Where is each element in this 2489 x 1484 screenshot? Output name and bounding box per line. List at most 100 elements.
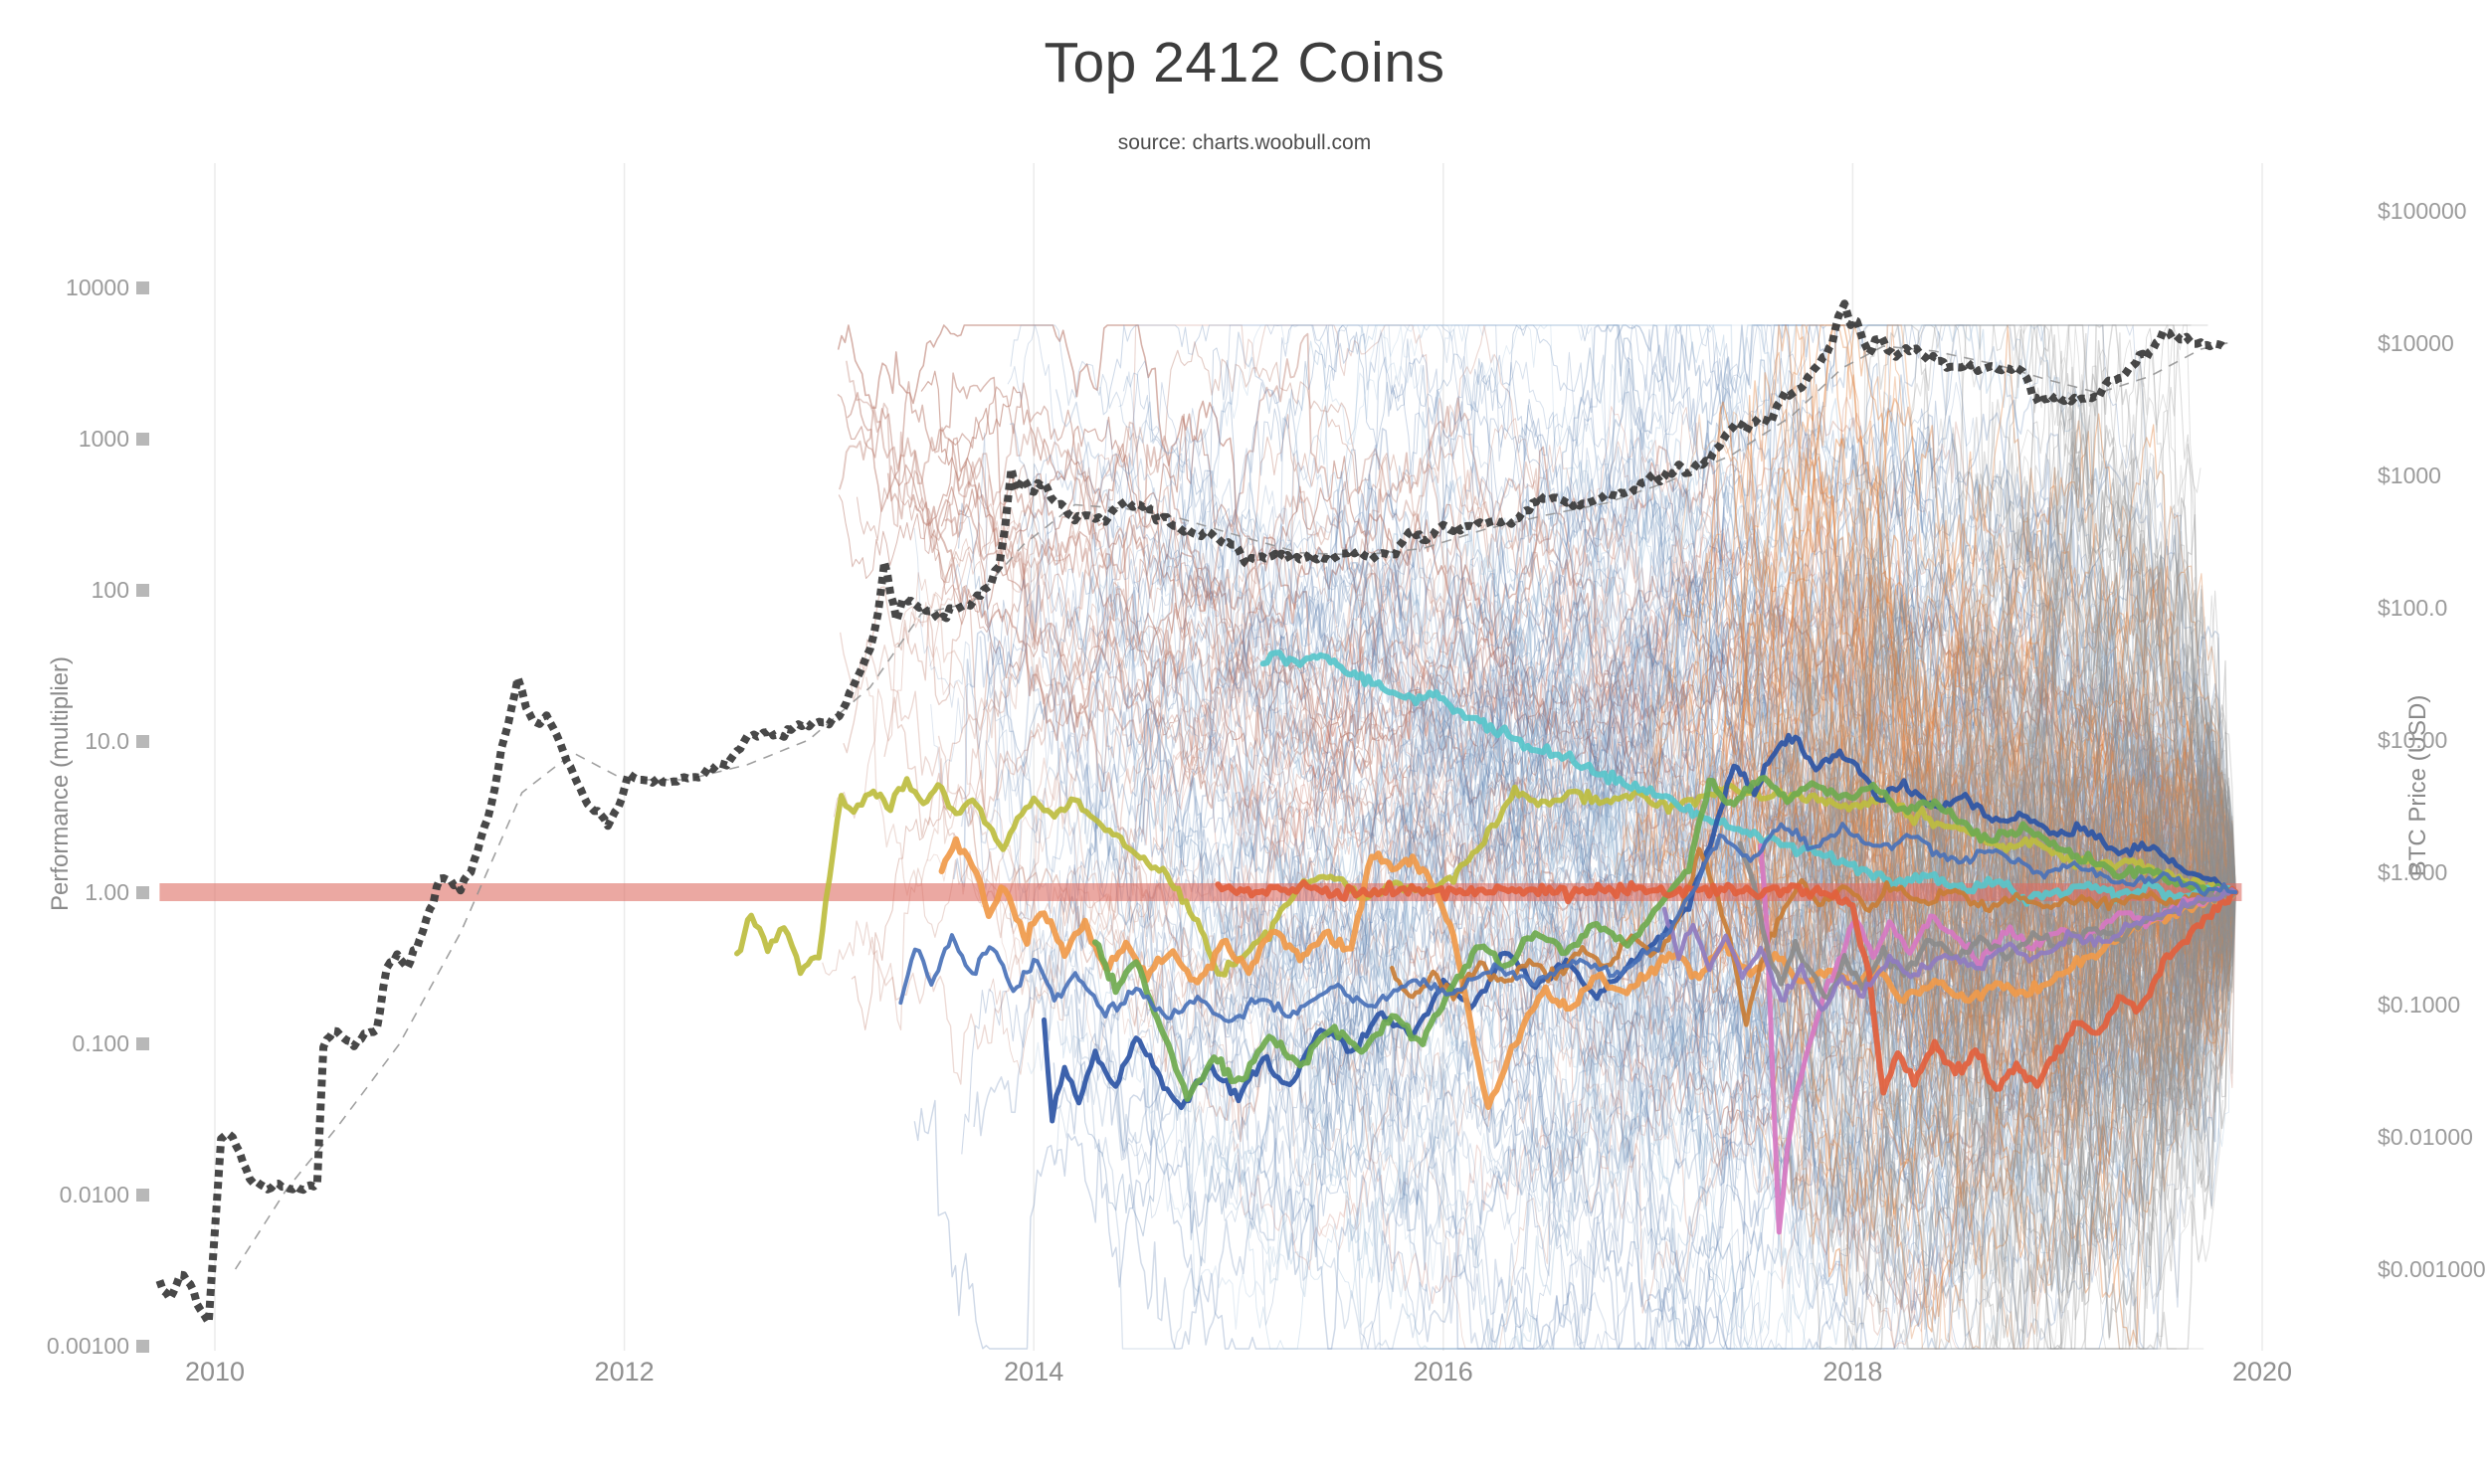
altcoin-line bbox=[1238, 462, 2236, 919]
baseline-band bbox=[159, 883, 2242, 901]
altcoin-line bbox=[1518, 664, 2236, 970]
altcoin-line bbox=[1222, 587, 2236, 1096]
left-tick-square bbox=[136, 886, 149, 899]
altcoin-line bbox=[1851, 491, 2236, 1257]
altcoin-line bbox=[2061, 630, 2236, 1065]
right-tick-label: $10.00 bbox=[2378, 727, 2447, 753]
x-tick-label: 2020 bbox=[2232, 1357, 2292, 1387]
altcoin-line bbox=[1707, 698, 2236, 1026]
altcoin-line bbox=[1522, 381, 2236, 1154]
altcoin-line bbox=[2050, 681, 2236, 1298]
altcoin-line bbox=[1815, 623, 2236, 1350]
year-gridlines bbox=[214, 163, 2263, 1351]
altcoin-line bbox=[1772, 324, 2236, 893]
altcoin-line bbox=[982, 353, 2236, 1117]
altcoin-line bbox=[865, 676, 2236, 1350]
right-tick-label: $1000 bbox=[2378, 463, 2441, 488]
x-tick-label: 2018 bbox=[1822, 1357, 1882, 1387]
right-tick-label: $0.01000 bbox=[2378, 1124, 2473, 1150]
altcoin-line bbox=[1009, 331, 2236, 1061]
altcoin-line bbox=[1103, 324, 2236, 997]
altcoin-line bbox=[1241, 546, 2236, 976]
altcoin-line bbox=[837, 324, 2236, 904]
altcoin-line bbox=[1173, 562, 2236, 1091]
altcoin-line bbox=[1540, 464, 2236, 925]
left-tick-label: 10.0 bbox=[85, 728, 129, 754]
altcoin-line bbox=[1010, 324, 2236, 893]
altcoin-line bbox=[1625, 466, 2236, 1030]
left-tick-square bbox=[136, 1340, 149, 1353]
right-tick-label: $0.001000 bbox=[2378, 1256, 2486, 1282]
altcoin-line bbox=[1140, 624, 2236, 1107]
altcoin-line bbox=[1757, 324, 2236, 899]
chart-title: Top 2412 Coins bbox=[1044, 31, 1445, 94]
altcoin-line bbox=[987, 623, 2236, 1350]
left-tick-label: 0.00100 bbox=[47, 1333, 129, 1359]
altcoin-line bbox=[1977, 771, 2236, 1350]
altcoin-line bbox=[1111, 537, 2236, 1181]
altcoin-line bbox=[1855, 324, 2236, 1003]
altcoin-line bbox=[893, 406, 2236, 1068]
altcoin-line bbox=[1377, 704, 2236, 1281]
x-tick-label: 2010 bbox=[185, 1357, 245, 1387]
altcoin-line bbox=[1072, 425, 2236, 982]
altcoin-line bbox=[1063, 811, 2236, 1341]
altcoin-line bbox=[1540, 645, 2236, 1066]
altcoin-line bbox=[1497, 803, 2236, 1194]
altcoin-line bbox=[1571, 701, 2236, 1330]
altcoin-line bbox=[1159, 528, 2236, 895]
altcoin-line bbox=[1218, 428, 2236, 1270]
altcoin-line bbox=[1243, 324, 2236, 1161]
right-tick-label: $100000 bbox=[2378, 198, 2467, 224]
left-tick-square bbox=[136, 584, 149, 597]
left-tick-label: 1000 bbox=[79, 426, 129, 452]
altcoin-line bbox=[1582, 749, 2236, 1171]
left-tick-label: 0.100 bbox=[72, 1030, 129, 1056]
altcoin-line bbox=[1088, 639, 2236, 1350]
altcoin-line bbox=[1138, 585, 2236, 1007]
altcoin-line bbox=[837, 393, 2236, 1126]
altcoin-line bbox=[1084, 540, 2236, 1232]
altcoin-line bbox=[1560, 391, 2236, 965]
altcoin-line bbox=[937, 382, 2236, 893]
altcoin-line bbox=[1743, 471, 2236, 984]
altcoin-line bbox=[1127, 870, 2236, 1350]
altcoin-line bbox=[1460, 324, 2236, 944]
altcoin-line bbox=[1150, 560, 2236, 1138]
altcoin-line bbox=[1371, 701, 2236, 1349]
left-tick-label: 0.0100 bbox=[60, 1182, 129, 1207]
altcoin-line bbox=[1442, 683, 2236, 1350]
altcoin-line bbox=[1514, 522, 2236, 975]
altcoin-line bbox=[1403, 662, 2236, 1127]
left-tick-label: 1.00 bbox=[85, 879, 129, 905]
left-axis-title: Performance (multiplier) bbox=[47, 656, 74, 911]
altcoin-line bbox=[1178, 625, 2236, 1350]
altcoin-line bbox=[1822, 500, 2236, 963]
altcoin-line bbox=[1906, 324, 2236, 966]
altcoin-line bbox=[2075, 514, 2236, 959]
altcoin-line bbox=[1293, 473, 2236, 1265]
altcoin-line bbox=[1283, 406, 2236, 1092]
left-tick-square bbox=[136, 433, 149, 446]
altcoin-line bbox=[927, 341, 2236, 1033]
altcoin-line bbox=[1740, 397, 2237, 951]
altcoin-line bbox=[1775, 603, 2236, 1350]
x-tick-label: 2016 bbox=[1414, 1357, 1473, 1387]
altcoin-line bbox=[1765, 447, 2237, 1109]
altcoin-line bbox=[1120, 619, 2236, 1131]
altcoin-line bbox=[1096, 448, 2236, 1276]
altcoin-line bbox=[1720, 752, 2236, 1278]
altcoin-line bbox=[913, 855, 2236, 1350]
altcoin-line bbox=[1736, 574, 2236, 1299]
altcoin-line bbox=[952, 324, 2236, 1057]
altcoin-line bbox=[1017, 361, 2236, 917]
altcoin-line bbox=[1055, 382, 2236, 1218]
altcoin-line bbox=[1681, 721, 2236, 1333]
altcoin-line bbox=[883, 411, 2236, 966]
x-tick-label: 2014 bbox=[1004, 1357, 1063, 1387]
right-tick-label: $10000 bbox=[2378, 330, 2454, 356]
altcoin-line bbox=[1216, 881, 2236, 1323]
altcoin-line bbox=[937, 324, 2236, 924]
